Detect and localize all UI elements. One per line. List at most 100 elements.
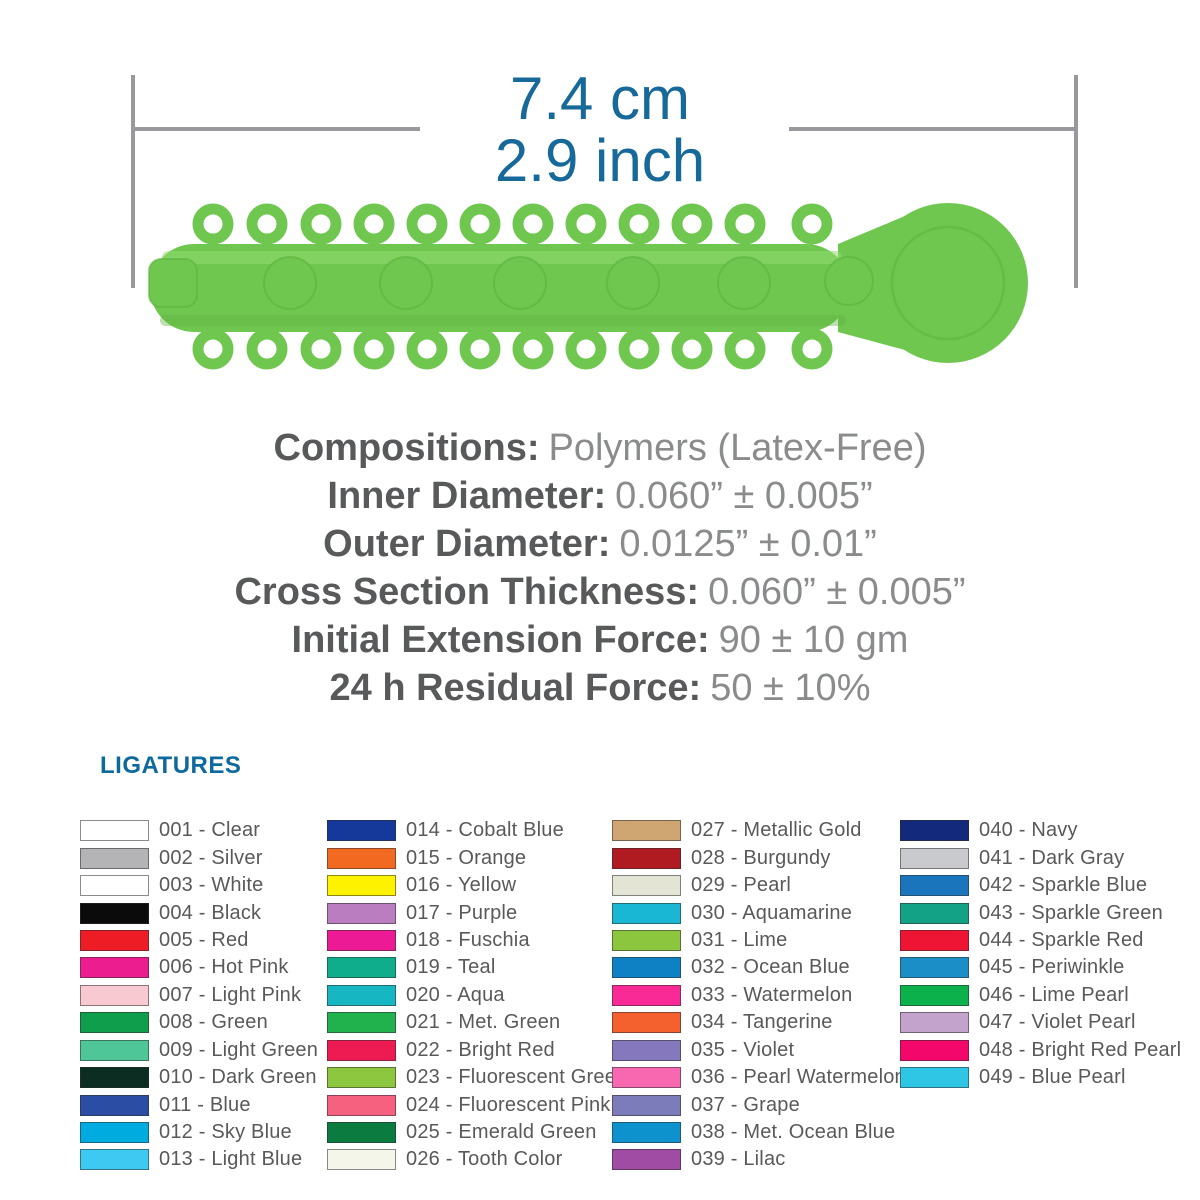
- color-swatch: [80, 984, 149, 1006]
- spec-inner-diameter: Inner Diameter: 0.060” ± 0.005”: [327, 475, 873, 517]
- color-swatch: [327, 957, 396, 979]
- color-swatch: [327, 875, 396, 897]
- color-swatch: [900, 902, 969, 924]
- ligature-column-4: 040 - Navy 041 - Dark Gray 042 - Sparkle B…: [900, 817, 1200, 1091]
- ligature-label: 022 - Bright Red: [406, 1038, 555, 1061]
- stick-shadow: [160, 315, 846, 326]
- ligature-label: 040 - Navy: [979, 819, 1078, 842]
- ligature-item: 010 - Dark Green: [80, 1064, 380, 1091]
- ligature-label: 031 - Lime: [691, 928, 788, 951]
- color-swatch: [612, 929, 681, 951]
- ligature-item: 016 - Yellow: [327, 872, 627, 899]
- ligature-item: 034 - Tangerine: [612, 1009, 912, 1036]
- ligature-label: 014 - Cobalt Blue: [406, 819, 564, 842]
- ligature-label: 009 - Light Green: [159, 1038, 319, 1061]
- dimension-line-right: [789, 127, 1078, 131]
- color-swatch: [612, 820, 681, 842]
- ligature-item: 033 - Watermelon: [612, 982, 912, 1009]
- ligature-label: 002 - Silver: [159, 846, 263, 869]
- ligature-label: 037 - Grape: [691, 1093, 800, 1116]
- ligature-label: 049 - Blue Pearl: [979, 1066, 1126, 1089]
- color-swatch: [612, 1067, 681, 1089]
- color-swatch: [612, 1039, 681, 1061]
- ligature-item: 005 - Red: [80, 927, 380, 954]
- color-swatch: [900, 984, 969, 1006]
- ligature-label: 011 - Blue: [159, 1093, 251, 1116]
- color-swatch: [900, 847, 969, 869]
- dimension-metric-label: 7.4 cm: [509, 65, 691, 132]
- ligature-item: 021 - Met. Green: [327, 1009, 627, 1036]
- ligature-label: 039 - Lilac: [691, 1148, 786, 1171]
- ligature-item: 039 - Lilac: [612, 1146, 912, 1173]
- color-swatch: [900, 957, 969, 979]
- ligature-label: 012 - Sky Blue: [159, 1121, 292, 1144]
- spec-compositions: Compositions: Polymers (Latex-Free): [273, 427, 927, 469]
- ligature-item: 023 - Fluorescent Green: [327, 1064, 627, 1091]
- ligature-label: 023 - Fluorescent Green: [406, 1066, 628, 1089]
- ligature-label: 046 - Lime Pearl: [979, 983, 1129, 1006]
- stick-bumps: [148, 256, 874, 310]
- ligature-item: 018 - Fuschia: [327, 927, 627, 954]
- ligature-item: 040 - Navy: [900, 817, 1200, 844]
- color-swatch: [80, 1067, 149, 1089]
- color-swatch: [327, 1122, 396, 1144]
- color-swatch: [900, 1067, 969, 1089]
- ligature-item: 043 - Sparkle Green: [900, 899, 1200, 926]
- ligature-label: 033 - Watermelon: [691, 983, 853, 1006]
- ligature-item: 017 - Purple: [327, 899, 627, 926]
- stick-loops-top: [192, 203, 833, 245]
- color-swatch: [327, 1094, 396, 1116]
- color-swatch: [80, 847, 149, 869]
- ligature-label: 030 - Aquamarine: [691, 901, 853, 924]
- color-swatch: [327, 1149, 396, 1171]
- ligature-label: 024 - Fluorescent Pink: [406, 1093, 611, 1116]
- ligature-label: 010 - Dark Green: [159, 1066, 317, 1089]
- ligature-item: 012 - Sky Blue: [80, 1119, 380, 1146]
- ligature-label: 042 - Sparkle Blue: [979, 874, 1148, 897]
- ligature-item: 002 - Silver: [80, 844, 380, 871]
- ligature-item: 004 - Black: [80, 899, 380, 926]
- ligature-column-3: 027 - Metallic Gold 028 - Burgundy 029 - P…: [612, 817, 912, 1174]
- ligature-item: 009 - Light Green: [80, 1037, 380, 1064]
- spec-residual-force: 24 h Residual Force: 50 ± 10%: [329, 667, 871, 709]
- color-swatch: [612, 984, 681, 1006]
- ligature-label: 043 - Sparkle Green: [979, 901, 1163, 924]
- color-swatch: [612, 847, 681, 869]
- ligature-item: 014 - Cobalt Blue: [327, 817, 627, 844]
- ligature-item: 049 - Blue Pearl: [900, 1064, 1200, 1091]
- stick-body: [150, 203, 1028, 363]
- ligature-item: 019 - Teal: [327, 954, 627, 981]
- ligature-item: 011 - Blue: [80, 1091, 380, 1118]
- dimension-bracket-left: [131, 75, 135, 288]
- ligature-item: 020 - Aqua: [327, 982, 627, 1009]
- color-swatch: [80, 1122, 149, 1144]
- ligature-item: 048 - Bright Red Pearl: [900, 1037, 1200, 1064]
- color-swatch: [612, 902, 681, 924]
- ligature-label: 034 - Tangerine: [691, 1011, 833, 1034]
- ligature-label: 008 - Green: [159, 1011, 268, 1034]
- color-swatch: [327, 1039, 396, 1061]
- ligature-label: 041 - Dark Gray: [979, 846, 1125, 869]
- stick-highlight: [162, 251, 842, 264]
- spec-extension-force: Initial Extension Force: 90 ± 10 gm: [291, 619, 909, 661]
- ligature-item: 035 - Violet: [612, 1037, 912, 1064]
- dimension-bracket-right: [1074, 75, 1078, 288]
- ligature-label: 028 - Burgundy: [691, 846, 831, 869]
- color-swatch: [612, 1149, 681, 1171]
- ligature-item: 027 - Metallic Gold: [612, 817, 912, 844]
- ligature-item: 032 - Ocean Blue: [612, 954, 912, 981]
- ligature-label: 029 - Pearl: [691, 874, 792, 897]
- ligature-item: 015 - Orange: [327, 844, 627, 871]
- spec-list: Compositions: Polymers (Latex-Free) Inner…: [100, 424, 1100, 712]
- color-swatch: [80, 957, 149, 979]
- ligature-item: 036 - Pearl Watermelon: [612, 1064, 912, 1091]
- ligature-item: 045 - Periwinkle: [900, 954, 1200, 981]
- paddle-inner-disc: [890, 225, 1006, 341]
- color-swatch: [327, 1067, 396, 1089]
- ligature-label: 015 - Orange: [406, 846, 527, 869]
- ligature-item: 041 - Dark Gray: [900, 844, 1200, 871]
- ligature-column-2: 014 - Cobalt Blue 015 - Orange 016 - Yello…: [327, 817, 627, 1174]
- ligature-item: 003 - White: [80, 872, 380, 899]
- color-swatch: [80, 902, 149, 924]
- ligature-label: 016 - Yellow: [406, 874, 517, 897]
